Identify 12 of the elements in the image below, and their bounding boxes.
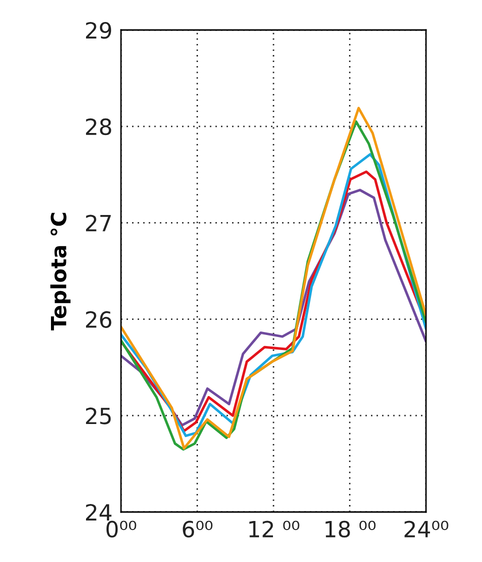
y-tick-label: 28: [86, 118, 112, 136]
x-tick-label: 6⁰⁰: [182, 520, 212, 538]
x-tick-label: 0⁰⁰: [106, 520, 136, 538]
x-tick-label: 18 ⁰⁰: [326, 520, 376, 538]
x-tick-label: 24⁰⁰: [404, 520, 448, 538]
y-tick-label: 24: [86, 504, 112, 520]
y-tick-label: 26: [86, 311, 112, 328]
y-tick-label: 27: [86, 214, 111, 232]
y-axis-title: Teplota °C: [50, 212, 70, 330]
x-tick-label: 12 ⁰⁰: [249, 520, 300, 538]
y-tick-label: 29: [86, 22, 112, 39]
y-tick-label: 25: [86, 408, 111, 424]
